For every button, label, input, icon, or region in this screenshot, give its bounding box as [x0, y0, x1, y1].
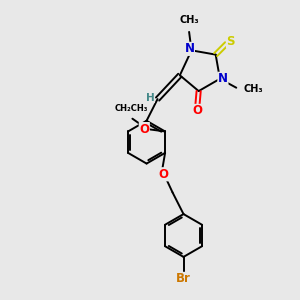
Text: O: O: [192, 104, 202, 117]
Text: CH₃: CH₃: [179, 15, 199, 26]
Text: Br: Br: [176, 272, 191, 285]
Text: S: S: [226, 35, 235, 48]
Text: O: O: [159, 168, 169, 181]
Text: O: O: [139, 123, 149, 136]
Text: CH₃: CH₃: [244, 84, 263, 94]
Text: N: N: [218, 72, 228, 85]
Text: N: N: [184, 42, 194, 56]
Text: H: H: [146, 93, 154, 103]
Text: CH₂CH₃: CH₂CH₃: [114, 104, 148, 113]
